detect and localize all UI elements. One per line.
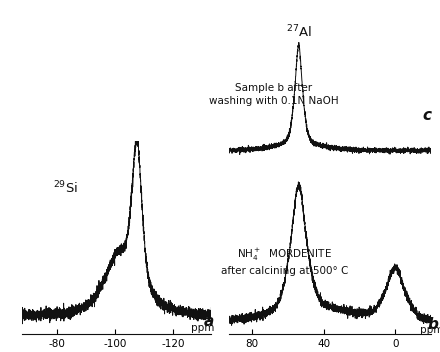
Text: ppm: ppm xyxy=(191,323,214,333)
Text: $^{27}$Al: $^{27}$Al xyxy=(286,24,312,40)
Text: Sample b after
washing with 0.1N NaOH: Sample b after washing with 0.1N NaOH xyxy=(209,83,338,106)
Text: $^{29}$Si: $^{29}$Si xyxy=(53,180,78,196)
Text: ppm: ppm xyxy=(421,325,440,334)
Text: c: c xyxy=(422,108,431,123)
Text: a: a xyxy=(204,314,214,328)
Text: b: b xyxy=(428,317,439,332)
Text: NH$_4^+$  MORDENITE
after calcining at 500° C: NH$_4^+$ MORDENITE after calcining at 50… xyxy=(220,247,348,276)
